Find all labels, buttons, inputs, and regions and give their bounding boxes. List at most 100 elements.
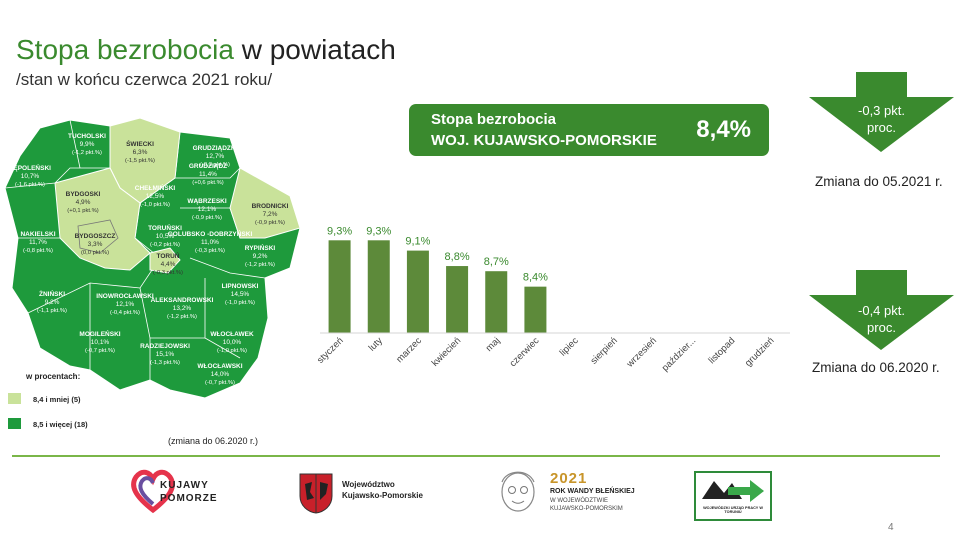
county-name: RADZIEJOWSKI [140,343,190,350]
county-change: (0,0 pkt.%) [81,250,109,256]
x-tick-label: maj [484,335,503,354]
county-name: BYDGOSKI [66,191,101,198]
county-change: (-0,4 pkt.%) [110,310,140,316]
county-change: (-1,0 pkt.%) [217,348,247,354]
year-logo-line1: ROK WANDY BŁEŃSKIEJ [550,488,635,495]
change-year-value-line2: proc. [867,320,896,335]
county-change: (-0,2 pkt.%) [150,242,180,248]
county-change: (+0,6 pkt.%) [192,180,223,186]
x-tick-label: grudzień [743,335,777,369]
county-name: TORUŃ [157,251,180,260]
county-name: BYDGOSZCZ [75,233,116,240]
year-logo-line2: W WOJEWÓDZTWIE [550,498,608,504]
county-value: 10,5% [156,233,175,240]
county-name: BRODNICKI [252,203,289,210]
change-year-value-line1: -0,4 pkt. [858,303,905,318]
bar-data-label: 9,3% [366,225,391,237]
wup-logo-text: WOJEWÓDZKI URZĄD PRACY W TORUNIU [703,506,763,514]
map-region-torun [149,247,181,274]
county-value: 4,4% [161,261,176,268]
county-value: 10,1% [91,339,110,346]
county-value: 11,7% [29,239,47,246]
bar-maj [485,271,508,333]
county-value: 9,9% [80,141,95,148]
regional-rate-banner: Stopa bezrobocia WOJ. KUJAWSKO-POMORSKIE… [409,104,769,156]
county-value: 9,2% [253,253,268,260]
wup-logo: WOJEWÓDZKI URZĄD PRACY W TORUNIU [694,471,772,521]
x-tick-label: luty [367,335,385,353]
county-value: 14,5% [231,291,250,298]
county-value: 10,7% [21,173,40,180]
county-change: (-0,7 pkt.%) [205,380,235,386]
county-value: 4,9% [76,199,91,206]
county-value: 15,1% [156,351,175,358]
county-name: NAKIELSKI [20,231,55,238]
county-change: (-1,3 pkt.%) [150,360,180,366]
x-tick-label: kwiecień [430,335,464,369]
monthly-rate-chart: 9,3% 9,3% 9,1% 8,8% 8,7% 8,4% styczeń luty marz… [315,225,790,374]
county-value: 6,3% [133,149,148,156]
county-name: GRUDZIĄDZ [189,163,227,170]
bar-czerwiec [524,286,547,333]
county-change: (-1,5 pkt.%) [125,158,155,164]
county-name: MOGILEŃSKI [79,329,120,338]
bar-data-label: 9,3% [327,225,352,237]
county-value: 12,1% [198,206,217,213]
county-change: (-0,9 pkt.%) [192,215,222,221]
change-month-value-line2: proc. [867,120,896,135]
county-change: (-0,7 pkt.%) [85,348,115,354]
year-2021-logo: 2021 ROK WANDY BŁEŃSKIEJ W WOJEWÓDZTWIE … [488,466,668,522]
county-change: (-1,6 pkt.%) [15,182,45,188]
county-name: ŚWIECKI [126,139,154,148]
down-arrow-icon [809,270,954,350]
x-tick-label: lipiec [558,335,581,358]
county-name: RYPIŃSKI [245,243,276,252]
county-value: 12,5% [146,193,165,200]
county-change: (-0,3 pkt.%) [153,270,183,276]
county-change: (-0,8 pkt.%) [23,248,53,254]
banner-label-line1: Stopa bezrobocia [431,111,557,128]
county-change: (-1,0 pkt.%) [140,202,170,208]
bar-luty [367,240,390,333]
legend-swatch-light [8,393,21,404]
county-value: 12,1% [116,301,135,308]
coat-of-arms-icon [299,473,333,514]
bar-data-label: 8,4% [523,272,548,284]
kujawy-logo-line1: KUJAWY [160,480,209,491]
county-name: SĘPOLEŃSKI [9,163,51,172]
change-arrow-month: -0,3 pkt. proc. [809,72,954,152]
county-change: (-1,2 pkt.%) [167,314,197,320]
change-arrow-year: -0,4 pkt. proc. [809,270,954,350]
county-name: WĄBRZESKI [187,198,227,205]
county-value: 3,3% [88,241,103,248]
county-value: 11,4% [199,171,217,178]
map-region-bydgoszcz [77,219,119,254]
legend-title: w procentach: [26,372,81,381]
county-change: (+0,1 pkt.%) [67,208,98,214]
banner-label-line2: WOJ. KUJAWSKO-POMORSKIE [431,132,657,149]
portrait-sketch-icon [501,471,535,512]
footer-divider [12,455,940,457]
bar-data-label: 8,7% [484,256,509,268]
change-month-value-line1: -0,3 pkt. [858,103,905,118]
county-change: (-0,3 pkt.%) [200,162,230,168]
county-name: CHEŁMIŃSKI [135,183,176,192]
county-name: GOLUBSKO -DOBRZYŃSKI [168,229,253,238]
x-tick-label: paździer... [660,335,698,373]
